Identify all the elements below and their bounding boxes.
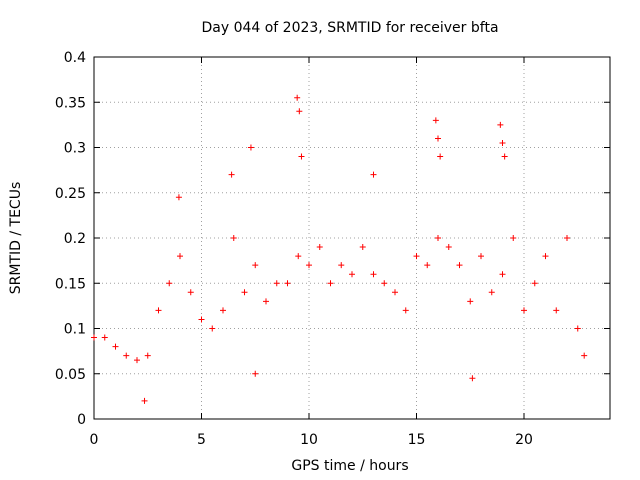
data-point xyxy=(435,135,441,142)
data-point xyxy=(91,334,97,341)
y-tick-label: 0.05 xyxy=(55,367,86,383)
data-point xyxy=(252,262,259,269)
data-point xyxy=(134,357,140,364)
data-point xyxy=(306,262,312,269)
x-tick-label: 10 xyxy=(300,432,318,448)
data-point xyxy=(521,307,527,314)
data-point xyxy=(445,244,452,251)
data-point xyxy=(241,289,248,296)
data-point xyxy=(469,375,476,382)
data-point xyxy=(478,253,484,260)
data-point xyxy=(564,235,570,241)
data-point xyxy=(209,325,216,332)
x-tick-label: 0 xyxy=(90,432,99,448)
data-point xyxy=(141,397,148,404)
data-point xyxy=(187,289,194,296)
x-axis-label: GPS time / hours xyxy=(291,458,408,474)
data-point xyxy=(294,94,301,101)
data-point xyxy=(230,235,237,241)
data-point xyxy=(435,235,441,241)
data-point xyxy=(177,253,183,260)
y-tick-label: 0.35 xyxy=(55,95,86,111)
data-point xyxy=(510,235,517,241)
data-point xyxy=(424,262,431,269)
data-point xyxy=(327,280,334,287)
axes xyxy=(93,56,611,420)
data-point xyxy=(402,307,409,314)
x-tick-label: 15 xyxy=(408,432,426,448)
data-point xyxy=(497,121,504,128)
y-tick-label: 0.25 xyxy=(55,186,86,202)
data-point xyxy=(263,298,269,305)
data-point xyxy=(220,307,226,314)
y-tick-label: 0.2 xyxy=(64,231,86,247)
data-point xyxy=(413,253,420,260)
data-point xyxy=(381,280,388,287)
data-point xyxy=(370,171,377,178)
data-point xyxy=(295,253,302,260)
data-point xyxy=(175,194,182,201)
x-tick-label: 5 xyxy=(197,432,206,448)
data-point xyxy=(198,316,205,323)
data-point xyxy=(166,280,173,287)
ticks: 0 0.05 0.1 0.15 0.2 0.25 0.3 0.35 0.4 0 5 10 15 20 xyxy=(55,50,610,448)
data-points xyxy=(91,94,588,404)
data-point xyxy=(273,280,280,287)
data-point xyxy=(284,280,291,287)
data-point xyxy=(499,139,506,146)
data-point xyxy=(252,370,259,377)
data-point xyxy=(144,352,151,359)
data-point xyxy=(228,171,235,178)
chart-title: Day 044 of 2023, SRMTID for receiver bft… xyxy=(201,20,498,36)
data-point xyxy=(553,307,560,314)
data-point xyxy=(123,352,130,359)
data-point xyxy=(112,343,119,350)
data-point xyxy=(542,253,549,260)
data-point xyxy=(370,271,377,278)
data-point xyxy=(316,244,323,251)
data-point xyxy=(432,117,439,124)
y-tick-label: 0.4 xyxy=(64,50,86,66)
y-tick-label: 0 xyxy=(77,412,86,428)
y-tick-label: 0.15 xyxy=(55,276,86,292)
data-point xyxy=(581,352,588,359)
data-point xyxy=(349,271,355,278)
data-point xyxy=(338,262,345,269)
plot-frame xyxy=(93,56,611,420)
data-point xyxy=(101,334,108,341)
data-point xyxy=(296,108,303,115)
data-point xyxy=(499,271,506,278)
y-tick-label: 0.3 xyxy=(64,141,86,157)
data-point xyxy=(456,262,463,269)
data-point xyxy=(574,325,581,332)
data-point xyxy=(298,153,305,160)
y-axis-label: SRMTID / TECUs xyxy=(8,182,24,295)
data-point xyxy=(501,153,508,160)
data-point xyxy=(467,298,474,305)
grid xyxy=(94,57,610,419)
data-point xyxy=(437,153,444,160)
data-point xyxy=(359,244,366,251)
data-point xyxy=(247,144,254,151)
data-point xyxy=(392,289,398,296)
data-point xyxy=(531,280,538,287)
data-point xyxy=(155,307,162,314)
x-tick-label: 20 xyxy=(515,432,533,448)
data-point xyxy=(488,289,495,296)
y-tick-label: 0.1 xyxy=(64,322,86,338)
